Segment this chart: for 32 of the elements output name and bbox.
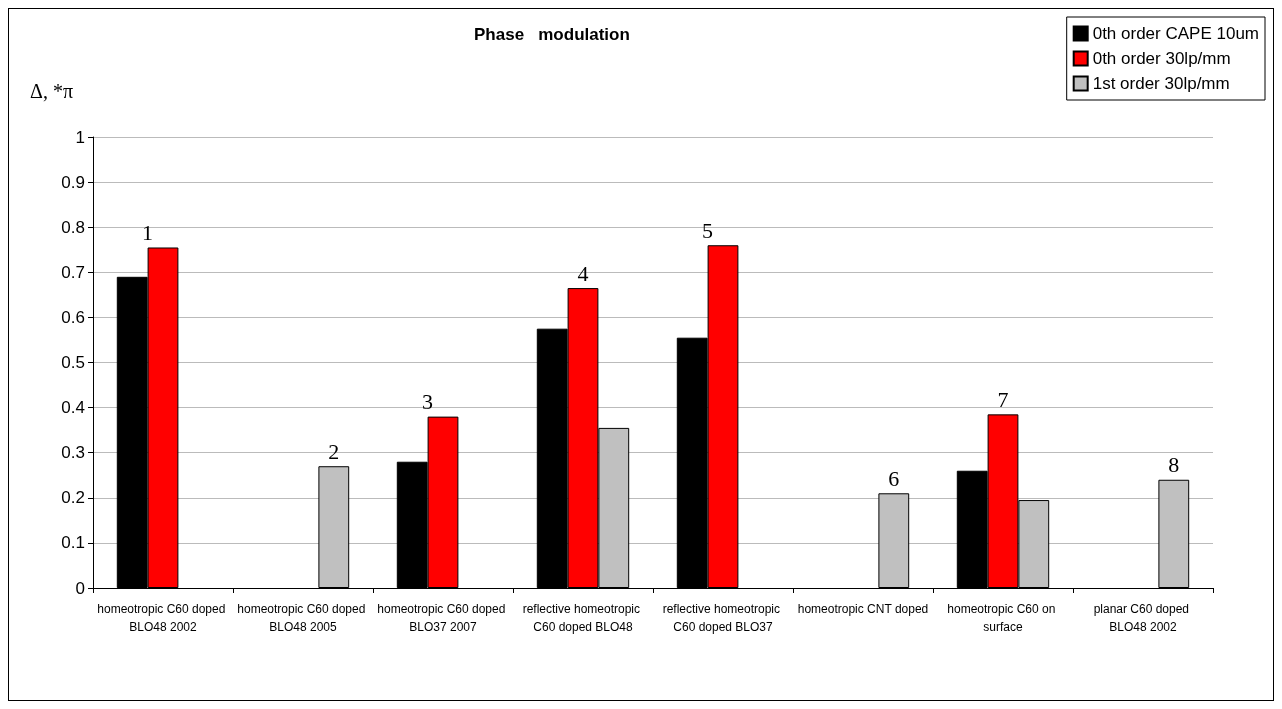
x-tick-label: homeotropic C60 doped BLO37 2007 [377, 602, 509, 634]
y-tick-label: 0 [75, 578, 85, 598]
annotation: 2 [328, 438, 340, 464]
y-tick-label: 0.6 [61, 307, 85, 327]
y-tick-label: 0.3 [61, 443, 85, 463]
y-tick-label: 0.2 [61, 488, 85, 508]
y-tick-label: 0.5 [61, 353, 85, 372]
x-tick-label: homeotropic C60 doped BLO48 2005 [237, 602, 369, 634]
legend-label: 1st order 30lp/mm [1092, 74, 1230, 93]
annotation: 6 [888, 465, 900, 491]
legend-label: 0th order 30lp/mm [1092, 49, 1231, 68]
annotation: 1 [142, 219, 154, 245]
y-axis-title: Δ, *π [30, 80, 73, 102]
x-tick-label: homeotropic C60 doped BLO48 2002 [97, 602, 229, 634]
y-tick-label: 1 [75, 127, 85, 147]
annotation: 4 [577, 260, 589, 286]
x-tick-label: reflective homeotropic C60 doped BLO48 [522, 602, 644, 634]
y-tick-label: 0.8 [61, 217, 85, 237]
annotation: 7 [997, 386, 1009, 412]
y-tick-label: 0.4 [61, 398, 85, 418]
annotation: 5 [702, 217, 714, 243]
x-tick-label: planar C60 doped BLO48 2002 [1093, 602, 1193, 634]
y-tick-label: 0.1 [61, 533, 85, 553]
chart-title: Phase modulation [474, 25, 630, 44]
y-tick-label: 0.7 [61, 262, 85, 282]
x-tick-label: homeotropic C60 on surface [947, 602, 1059, 634]
annotation: 3 [422, 389, 434, 415]
legend-label: 0th order CAPE 10um [1092, 24, 1260, 43]
x-tick-label: homeotropic CNT doped [797, 602, 929, 616]
x-tick-label: reflective homeotropic C60 doped BLO37 [662, 602, 784, 634]
y-tick-label: 0.9 [61, 172, 85, 192]
annotation: 8 [1168, 452, 1180, 478]
